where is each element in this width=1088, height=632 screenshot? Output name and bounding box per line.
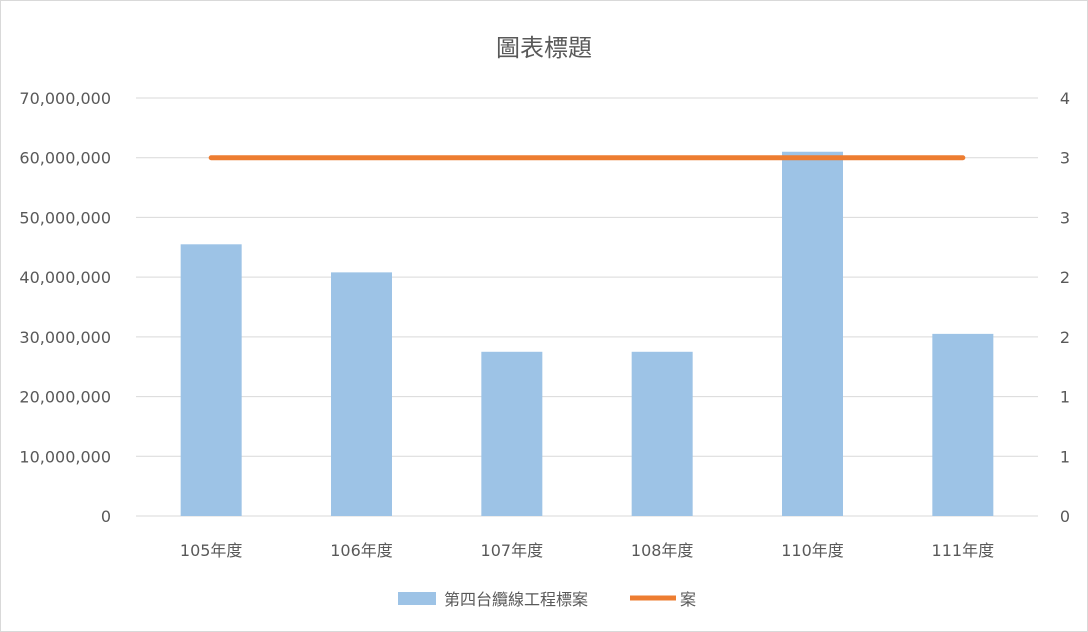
right-tick-label: 2 [1060, 268, 1070, 287]
category-label: 111年度 [932, 541, 995, 560]
category-labels: 105年度 106年度 107年度 108年度 110年度 111年度 [180, 541, 994, 560]
bar [782, 151, 843, 516]
category-label: 107年度 [481, 541, 544, 560]
category-label: 106年度 [330, 541, 393, 560]
right-tick-label: 2 [1060, 328, 1070, 347]
bar [631, 351, 693, 516]
bar [481, 351, 543, 516]
bar [932, 333, 994, 516]
legend-swatch-bar [398, 592, 436, 605]
left-tick-label: 20,000,000 [19, 388, 111, 407]
category-label: 110年度 [781, 541, 844, 560]
bar [180, 244, 242, 517]
right-tick-label: 1 [1060, 447, 1070, 466]
left-tick-label: 0 [101, 507, 111, 526]
legend-label-bar: 第四台纜線工程標案 [444, 590, 588, 609]
right-tick-label: 0 [1060, 507, 1070, 526]
gridlines [136, 97, 1038, 517]
left-tick-label: 60,000,000 [19, 149, 111, 168]
right-tick-label: 4 [1060, 89, 1070, 108]
right-tick-label: 1 [1060, 388, 1070, 407]
left-tick-label: 50,000,000 [19, 208, 111, 227]
right-axis-ticks: 0 1 1 2 2 3 3 4 [1060, 89, 1070, 526]
left-tick-label: 10,000,000 [19, 447, 111, 466]
bar [331, 272, 392, 516]
left-axis-ticks: 0 10,000,000 20,000,000 30,000,000 40,000,00… [19, 89, 111, 526]
right-tick-label: 3 [1060, 149, 1070, 168]
bar-series [180, 151, 994, 517]
left-tick-label: 40,000,000 [19, 268, 111, 287]
category-label: 108年度 [631, 541, 694, 560]
chart-title: 圖表標題 [496, 34, 592, 62]
left-tick-label: 30,000,000 [19, 328, 111, 347]
category-label: 105年度 [180, 541, 243, 560]
left-tick-label: 70,000,000 [19, 89, 111, 108]
legend-label-line: 案 [680, 590, 696, 609]
right-tick-label: 3 [1060, 208, 1070, 227]
legend: 第四台纜線工程標案 案 [398, 590, 696, 609]
